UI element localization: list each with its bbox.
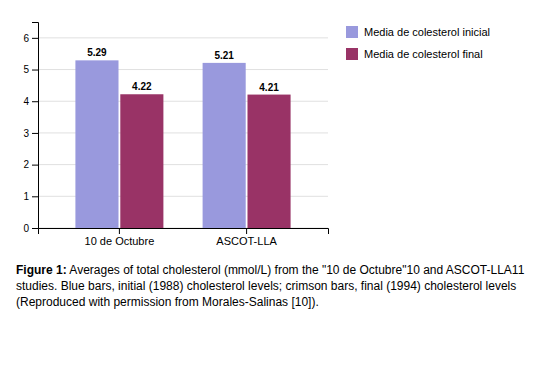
y-axis-line xyxy=(32,23,39,229)
y-tick-mark xyxy=(32,38,38,39)
legend-label: Media de colesterol final xyxy=(364,48,483,60)
bars xyxy=(75,60,290,228)
data-label: 4.21 xyxy=(259,82,279,93)
data-label: 5.29 xyxy=(87,47,107,58)
data-label: 5.21 xyxy=(214,50,234,61)
x-axis-line xyxy=(39,229,329,235)
y-tick-label: 2 xyxy=(23,159,29,170)
y-tick-label: 6 xyxy=(23,33,29,44)
y-tick-mark xyxy=(32,70,38,71)
y-tick-label: 0 xyxy=(23,223,29,234)
legend-swatch xyxy=(346,26,358,38)
x-tick-mark xyxy=(246,228,247,234)
legend-label: Media de colesterol inicial xyxy=(364,26,490,38)
y-tick-label: 3 xyxy=(23,128,29,139)
y-tick-mark xyxy=(32,196,38,197)
y-tick-mark xyxy=(32,165,38,166)
y-tick-mark xyxy=(32,228,38,229)
y-tick-label: 4 xyxy=(23,96,29,107)
x-tick: 10 de Octubre xyxy=(85,228,155,247)
caption-label: Figure 1: xyxy=(16,263,67,277)
legend-swatch xyxy=(346,48,358,60)
bar xyxy=(75,60,118,228)
y-tick-label: 1 xyxy=(23,191,29,202)
bar xyxy=(247,95,290,228)
y-tick: 2 xyxy=(23,159,38,170)
y-tick: 6 xyxy=(23,33,38,44)
x-axis: 10 de Octubre ASCOT-LLA xyxy=(39,228,329,247)
y-tick-label: 5 xyxy=(23,64,29,75)
y-tick: 4 xyxy=(23,96,38,107)
chart: 0 1 2 3 4 5 6 10 de Octubre ASCOT-LLA 5.29 5.21 4.2… xyxy=(0,0,548,258)
x-tick: ASCOT-LLA xyxy=(216,228,277,247)
legend-item: Media de colesterol final xyxy=(346,48,483,60)
y-tick: 3 xyxy=(23,128,38,139)
grid-line xyxy=(38,37,328,38)
caption-text: Averages of total cholesterol (mmol/L) f… xyxy=(16,263,524,309)
y-tick: 1 xyxy=(23,191,38,202)
x-tick-label: 10 de Octubre xyxy=(85,235,155,247)
data-labels: 5.29 5.21 4.22 4.21 xyxy=(87,47,279,92)
y-tick: 5 xyxy=(23,64,38,75)
bar xyxy=(203,63,246,228)
y-tick-mark xyxy=(32,133,38,134)
caption: Figure 1: Averages of total cholesterol … xyxy=(16,262,532,311)
y-axis: 0 1 2 3 4 5 6 xyxy=(23,23,38,234)
legend: Media de colesterol inicial Media de cole… xyxy=(346,26,490,60)
bar xyxy=(120,94,163,228)
plot: 0 1 2 3 4 5 6 10 de Octubre ASCOT-LLA 5.29 5.21 4.2… xyxy=(23,23,328,247)
y-tick: 0 xyxy=(23,223,38,234)
legend-item: Media de colesterol inicial xyxy=(346,26,490,38)
data-label: 4.22 xyxy=(132,81,152,92)
x-tick-mark xyxy=(119,228,120,234)
x-tick-label: ASCOT-LLA xyxy=(216,235,277,247)
grid xyxy=(38,38,328,228)
y-tick-mark xyxy=(32,101,38,102)
